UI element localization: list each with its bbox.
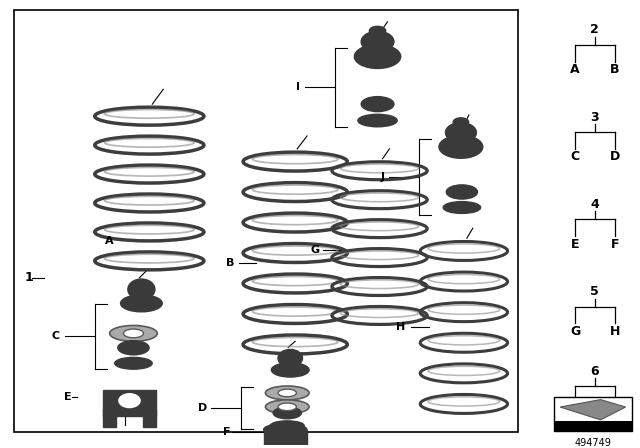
Ellipse shape	[118, 340, 149, 355]
Text: B: B	[226, 258, 234, 268]
Ellipse shape	[361, 97, 394, 112]
Ellipse shape	[128, 279, 155, 300]
Text: F: F	[611, 237, 619, 250]
Ellipse shape	[115, 358, 152, 369]
Text: C: C	[52, 332, 60, 341]
Polygon shape	[560, 400, 626, 420]
Bar	[102, 390, 156, 416]
Ellipse shape	[273, 407, 301, 419]
Text: G: G	[310, 245, 319, 255]
Text: H: H	[396, 323, 406, 332]
Bar	[554, 397, 632, 431]
Bar	[554, 421, 632, 431]
Text: I: I	[296, 82, 300, 92]
Text: 1: 1	[24, 271, 33, 284]
Ellipse shape	[439, 135, 483, 158]
Ellipse shape	[445, 123, 476, 142]
Text: J: J	[612, 404, 617, 417]
Text: A: A	[105, 236, 113, 246]
Ellipse shape	[355, 45, 401, 69]
Text: 3: 3	[591, 111, 599, 124]
Text: E: E	[571, 237, 579, 250]
Ellipse shape	[270, 421, 304, 431]
Ellipse shape	[266, 400, 309, 414]
Text: F: F	[223, 426, 230, 437]
Text: 494749: 494749	[575, 438, 611, 448]
Text: B: B	[610, 63, 620, 76]
Ellipse shape	[453, 118, 468, 126]
Text: 6: 6	[591, 365, 599, 378]
Text: J: J	[381, 172, 385, 181]
Ellipse shape	[443, 202, 481, 213]
Ellipse shape	[278, 403, 296, 411]
Ellipse shape	[369, 26, 386, 35]
Text: 4: 4	[591, 198, 599, 211]
Text: I: I	[573, 404, 577, 417]
Text: C: C	[570, 150, 580, 163]
Ellipse shape	[271, 363, 309, 377]
Bar	[102, 409, 116, 427]
Ellipse shape	[446, 185, 477, 199]
Text: G: G	[570, 325, 580, 338]
Ellipse shape	[361, 31, 394, 52]
Text: 2: 2	[591, 23, 599, 36]
Text: D: D	[198, 403, 207, 413]
Text: 5: 5	[591, 285, 599, 298]
Bar	[143, 409, 156, 427]
Bar	[264, 430, 307, 448]
Text: H: H	[609, 325, 620, 338]
Text: D: D	[609, 150, 620, 163]
Ellipse shape	[278, 349, 303, 367]
Ellipse shape	[109, 325, 157, 341]
Ellipse shape	[264, 423, 307, 436]
Ellipse shape	[118, 393, 141, 408]
Bar	[14, 10, 518, 431]
Ellipse shape	[266, 386, 309, 400]
Text: E: E	[64, 392, 72, 402]
Ellipse shape	[124, 329, 143, 338]
Text: A: A	[570, 63, 580, 76]
Ellipse shape	[278, 389, 296, 397]
Ellipse shape	[358, 114, 397, 127]
Ellipse shape	[120, 295, 162, 312]
